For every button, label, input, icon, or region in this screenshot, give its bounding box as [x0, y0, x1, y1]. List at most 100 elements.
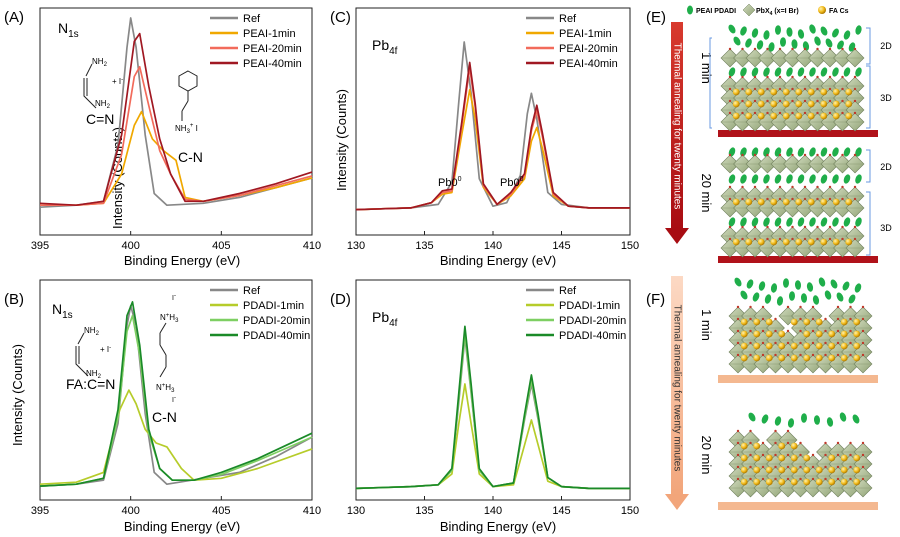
- plot-b: 395 400 405 410 Ref PDADI-1min PDADI-20min PDAD…: [31, 279, 321, 517]
- halide-atom: [799, 477, 802, 481]
- halide-atom: [728, 111, 732, 115]
- plot-c: 130 135 140 145 150 Ref PEAI-1min PEAI-20min PEA…: [347, 7, 639, 252]
- fa-cs-cation: [753, 454, 761, 462]
- annealing-arrow-f-shaft: [671, 276, 683, 496]
- x-tick-label: 130: [347, 505, 365, 517]
- halide-atom: [799, 329, 802, 333]
- annealing-arrow-e-shaft: [671, 22, 683, 230]
- halide-atom: [766, 75, 769, 79]
- organic-spacer: [740, 290, 748, 300]
- halide-atom: [849, 465, 852, 469]
- fa-cs-cation: [732, 238, 740, 246]
- halide-atom: [761, 453, 765, 457]
- halide-atom: [841, 185, 844, 189]
- halide-atom: [786, 477, 790, 481]
- halide-atom: [828, 99, 832, 103]
- halide-atom: [811, 329, 815, 333]
- fa-cs-cation: [803, 318, 811, 326]
- plot-frame: [39, 279, 313, 501]
- fa-cs-cation: [778, 454, 786, 462]
- halide-atom: [736, 341, 740, 345]
- organic-spacer: [839, 412, 847, 422]
- fa-cs-cation: [732, 100, 740, 108]
- fa-cs-cation: [832, 238, 840, 246]
- fa-cs-cation: [782, 198, 790, 206]
- plot-frame: [39, 7, 313, 236]
- nh2-top-b: NH2: [84, 326, 100, 337]
- substrate-bar-f1: [718, 375, 878, 383]
- fa-cs-cation: [803, 330, 811, 338]
- legend-pea-marker: [687, 5, 693, 15]
- panel-label-c: (C): [330, 9, 351, 26]
- halide-atom: [774, 353, 777, 357]
- halide-atom: [786, 441, 790, 445]
- halide-atom: [803, 185, 807, 189]
- halide-atom: [736, 429, 740, 433]
- organic-spacer: [832, 28, 839, 38]
- halide-atom: [849, 305, 852, 309]
- halide-atom: [741, 185, 744, 189]
- crystal-layers-e: [720, 24, 865, 258]
- fa-cs-cation: [820, 238, 828, 246]
- halide-atom: [778, 225, 782, 229]
- halide-atom: [799, 305, 802, 309]
- halide-atom: [811, 465, 815, 469]
- nh2-bottom-b: NH2: [86, 369, 102, 380]
- halide-atom: [828, 225, 832, 229]
- organic-spacer: [797, 147, 805, 157]
- fa-cs-cation: [790, 454, 798, 462]
- organic-spacer: [791, 39, 798, 49]
- organic-spacer: [842, 281, 850, 291]
- halide-atom: [791, 87, 794, 91]
- series-line-pdadi-40min: [39, 301, 313, 487]
- halide-atom: [786, 329, 790, 333]
- halide-atom: [766, 99, 769, 103]
- halide-atom: [841, 237, 844, 241]
- halide-atom: [736, 465, 740, 469]
- organic-spacer: [852, 414, 860, 424]
- halide-atom: [853, 225, 857, 229]
- halide-atom: [753, 99, 757, 103]
- fa-cs-cation: [815, 466, 823, 474]
- halide-atom: [786, 353, 790, 357]
- halide-atom: [774, 453, 777, 457]
- organic-spacer: [786, 217, 793, 227]
- organic-spacer: [768, 42, 775, 52]
- pb0-left-label: Pb00: [438, 176, 462, 189]
- halide-atom: [861, 477, 865, 481]
- organic-spacer: [751, 147, 759, 157]
- halide-atom: [803, 87, 807, 91]
- organic-spacer: [855, 174, 862, 184]
- halide-atom: [803, 47, 807, 51]
- halide-atom: [778, 47, 782, 51]
- halide-atom: [736, 477, 740, 481]
- fa-cs-cation: [778, 354, 786, 362]
- fa-cs-cation: [853, 454, 861, 462]
- fa-cs-cation: [815, 330, 823, 338]
- halide-atom: [761, 441, 765, 445]
- halide-atom: [861, 317, 865, 321]
- fa-cs-cation: [820, 100, 828, 108]
- halide-atom: [761, 477, 765, 481]
- fa-cs-cation: [740, 466, 748, 474]
- halide-atom: [824, 441, 827, 445]
- x-tick-label: 395: [31, 505, 49, 517]
- halide-atom: [853, 197, 857, 201]
- series-line-peai-1min: [355, 89, 630, 211]
- fa-cs-cation: [740, 342, 748, 350]
- organic-spacer: [809, 147, 816, 157]
- xlabel-a: Binding Energy (eV): [124, 253, 240, 268]
- fa-cs-cation: [753, 442, 761, 450]
- organic-spacer: [837, 40, 844, 50]
- title-b: N1s: [52, 301, 73, 321]
- halide-atom: [828, 75, 832, 79]
- fa-cs-cation: [795, 100, 803, 108]
- fa-cs-cation: [790, 466, 798, 474]
- fa-cs-cation: [753, 330, 761, 338]
- organic-spacer: [763, 30, 770, 40]
- organic-spacer: [797, 67, 805, 77]
- fa-cs-cation: [828, 466, 836, 474]
- fa-cs-cation: [740, 442, 748, 450]
- panel-label-b: (B): [4, 291, 24, 308]
- halide-atom: [803, 237, 807, 241]
